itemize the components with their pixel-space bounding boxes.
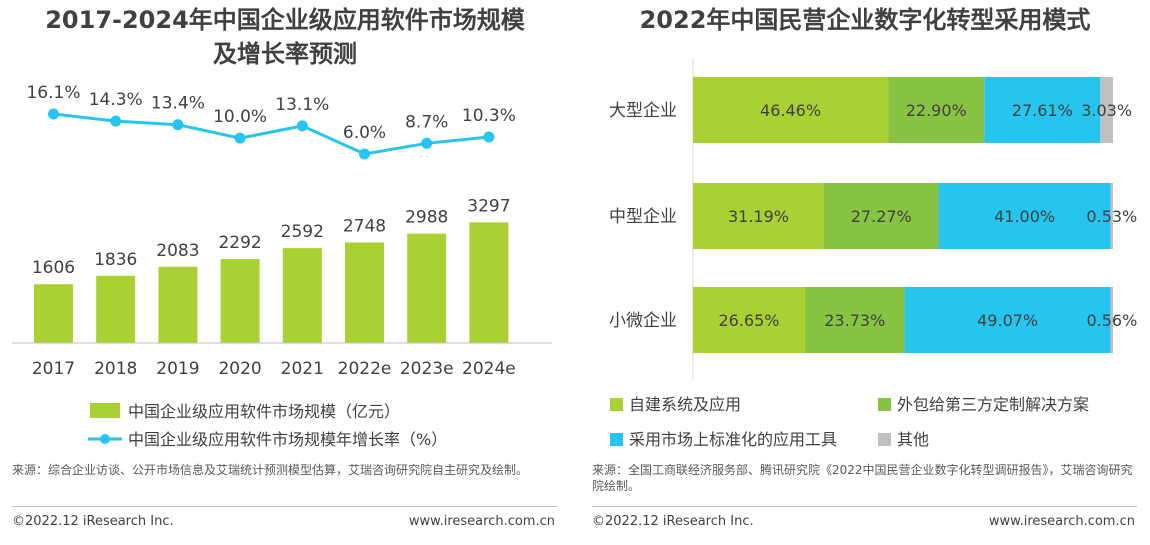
segment-value-label: 26.65% [718, 311, 779, 330]
segment-小微企业-1 [804, 287, 905, 353]
legend-swatch-3 [878, 433, 891, 446]
right-footer-copyright: ©2022.12 iResearch Inc. [592, 514, 754, 529]
right-chart-title: 2022年中国民营企业数字化转型采用模式 [639, 6, 1091, 34]
right-footer-url[interactable]: www.iresearch.com.cn [988, 514, 1135, 529]
growth-rate-point-2017 [48, 108, 59, 120]
bar-2024e [469, 222, 509, 343]
left-chart-svg: 1606 2017 1836 2018 2083 2019 2292 2020 2592 2021… [12, 83, 552, 449]
legend-swatch-bar [90, 403, 120, 418]
growth-rate-point-2018 [110, 115, 122, 127]
growth-rate-line [53, 112, 490, 156]
bar-value-label: 1606 [32, 258, 75, 278]
left-chart-panel: 2017-2024年中国企业级应用软件市场规模 及增长率预测 1606 2017 1… [0, 0, 570, 545]
segment-中型企业-1 [823, 183, 939, 249]
bar-value-label: 2748 [343, 216, 386, 236]
segment-value-label: 3.03% [1081, 101, 1132, 120]
growth-rate-label: 13.1% [275, 95, 329, 115]
growth-rate-label: 14.3% [89, 90, 143, 110]
segment-value-label: 27.27% [851, 207, 912, 226]
right-chart-panel: 2022年中国民营企业数字化转型采用模式 大型企业 46.46% 22.90% 27.… [580, 0, 1150, 545]
segment-大型企业-1 [888, 77, 985, 143]
growth-rate-label: 6.0% [343, 123, 386, 143]
right-source-note: 来源：全国工商联经济服务部、腾讯研究院《2022中国民营企业数字化转型调研报告》… [592, 463, 1133, 493]
segment-value-label: 31.19% [728, 207, 789, 226]
growth-rate-label: 10.0% [213, 107, 267, 127]
x-tick-label: 2023e [400, 359, 454, 379]
legend-swatch-0 [610, 398, 623, 411]
left-footer-copyright: ©2022.12 iResearch Inc. [12, 514, 174, 529]
legend-label: 采用市场上标准化的应用工具 [629, 430, 837, 449]
bar-value-label: 2592 [281, 222, 324, 242]
segment-小微企业-3 [1110, 287, 1114, 353]
left-chart-title-line1: 2017-2024年中国企业级应用软件市场规模 [45, 6, 525, 34]
segment-大型企业-3 [1100, 77, 1113, 143]
segment-小微企业-2 [904, 287, 1111, 353]
legend-label: 其他 [897, 430, 929, 449]
segment-value-label: 0.53% [1086, 207, 1137, 226]
bar-2022e [345, 242, 384, 343]
right-footer-rule [592, 506, 1137, 507]
y-tick-label: 小微企业 [609, 311, 677, 331]
x-tick-label: 2019 [156, 359, 199, 379]
bar-2023e [407, 233, 447, 343]
legend-swatch-marker [100, 434, 110, 444]
x-tick-label: 2024e [462, 359, 516, 379]
x-tick-label: 2017 [32, 359, 75, 379]
segment-value-label: 41.00% [994, 207, 1055, 226]
legend-label: 自建系统及应用 [629, 395, 741, 414]
growth-rate-label: 16.1% [26, 83, 80, 103]
growth-rate-point-2021 [296, 120, 308, 132]
segment-value-label: 27.61% [1012, 101, 1073, 120]
segment-value-label: 22.90% [906, 101, 967, 120]
segment-中型企业-3 [1110, 183, 1113, 249]
y-tick-label: 中型企业 [609, 207, 677, 227]
legend-label-bar: 中国企业级应用软件市场规模（亿元） [128, 402, 400, 421]
bar-2018 [96, 275, 136, 343]
right-chart-svg: 大型企业 46.46% 22.90% 27.61% 3.03% 中型企业 31.19% 27.… [609, 58, 1137, 449]
growth-rate-point-2022e [359, 148, 370, 160]
legend-label-line: 中国企业级应用软件市场规模年增长率（%） [128, 430, 447, 449]
growth-rate-point-2023e [421, 137, 433, 149]
bar-2021 [282, 248, 322, 343]
bar-value-label: 2083 [156, 241, 199, 261]
segment-大型企业-0 [693, 77, 889, 143]
left-footer-rule [12, 506, 557, 507]
bar-value-label: 1836 [94, 250, 137, 270]
y-tick-label: 大型企业 [609, 101, 677, 121]
x-tick-label: 2018 [94, 359, 137, 379]
segment-中型企业-0 [693, 183, 824, 249]
legend-swatch-1 [878, 398, 891, 411]
segment-中型企业-2 [938, 183, 1111, 249]
growth-rate-point-2024e [483, 131, 495, 143]
segment-value-label: 23.73% [824, 311, 885, 330]
bar-value-label: 3297 [467, 196, 510, 216]
bar-value-label: 2292 [218, 233, 261, 253]
left-footer-url[interactable]: www.iresearch.com.cn [408, 514, 555, 529]
legend-label: 外包给第三方定制解决方案 [897, 395, 1089, 414]
left-source-note: 来源：综合企业访谈、公开市场信息及艾瑞统计预测模型估算，艾瑞咨询研究院自主研究及… [12, 463, 529, 477]
legend-swatch-2 [610, 433, 623, 446]
bar-2019 [158, 266, 198, 343]
bar-2020 [220, 259, 260, 343]
bar-value-label: 2988 [405, 208, 448, 228]
segment-大型企业-2 [984, 77, 1101, 143]
segment-value-label: 46.46% [760, 101, 821, 120]
segment-value-label: 49.07% [977, 311, 1038, 330]
growth-rate-label: 10.3% [462, 106, 516, 126]
x-tick-label: 2022e [338, 359, 392, 379]
segment-value-label: 0.56% [1086, 311, 1137, 330]
x-tick-label: 2021 [281, 359, 324, 379]
x-tick-label: 2020 [218, 359, 261, 379]
growth-rate-point-2019 [172, 119, 184, 131]
bar-2017 [34, 284, 73, 343]
growth-rate-label: 8.7% [405, 112, 448, 132]
growth-rate-point-2020 [234, 132, 246, 144]
left-chart-title-line2: 及增长率预测 [213, 40, 357, 68]
growth-rate-label: 13.4% [151, 94, 205, 114]
segment-小微企业-0 [693, 287, 805, 353]
